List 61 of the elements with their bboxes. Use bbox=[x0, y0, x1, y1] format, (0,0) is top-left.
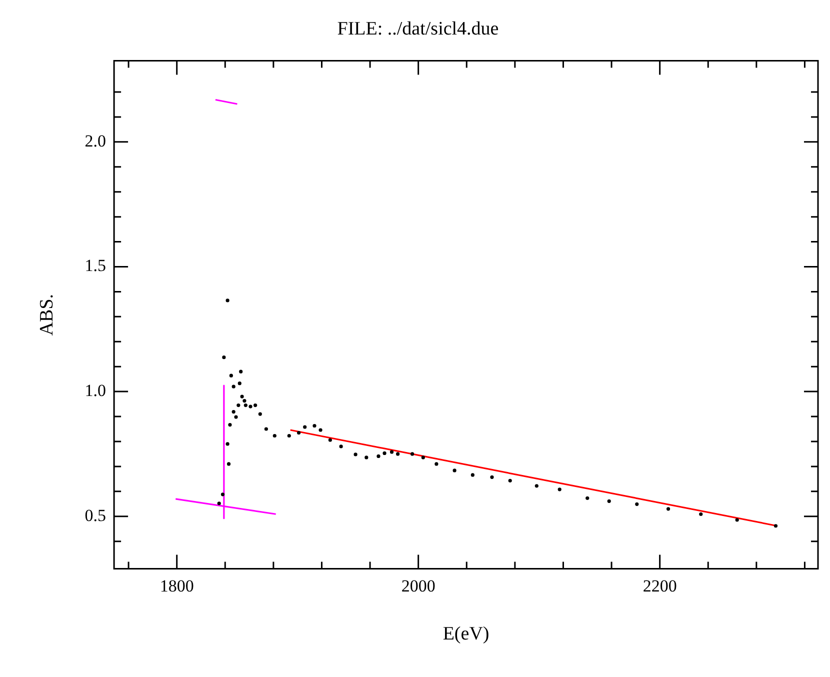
point bbox=[229, 374, 233, 378]
point bbox=[376, 454, 380, 458]
point bbox=[296, 430, 301, 435]
point bbox=[303, 425, 307, 429]
y-tick-label: 1.0 bbox=[84, 381, 106, 400]
point bbox=[248, 404, 252, 408]
point bbox=[287, 434, 291, 438]
point bbox=[382, 451, 386, 456]
point bbox=[635, 502, 639, 506]
point bbox=[217, 502, 221, 506]
point bbox=[222, 356, 226, 360]
point bbox=[410, 452, 414, 456]
point bbox=[390, 450, 394, 454]
point bbox=[452, 468, 456, 472]
x-axis-title: E(eV) bbox=[442, 624, 490, 645]
point bbox=[232, 384, 236, 388]
point bbox=[238, 382, 242, 386]
point bbox=[239, 370, 243, 374]
point bbox=[264, 427, 268, 431]
point bbox=[508, 478, 512, 482]
point bbox=[434, 462, 438, 466]
point bbox=[228, 422, 232, 427]
point bbox=[244, 403, 248, 408]
point bbox=[328, 438, 332, 442]
point bbox=[234, 415, 238, 419]
x-tick-label: 2000 bbox=[401, 576, 436, 596]
point bbox=[258, 412, 262, 416]
point bbox=[240, 394, 244, 398]
y-tick-label: 2.0 bbox=[84, 131, 106, 150]
point bbox=[226, 462, 231, 466]
point bbox=[339, 444, 343, 448]
point bbox=[470, 473, 474, 477]
chart-title: FILE: ../dat/sicl4.due bbox=[337, 18, 499, 40]
y-tick-label: 1.5 bbox=[84, 256, 106, 276]
point bbox=[254, 403, 258, 408]
y-axis-title: ABS. bbox=[36, 294, 58, 336]
y-tick-label: 0.5 bbox=[84, 506, 106, 525]
point bbox=[354, 452, 358, 456]
point bbox=[242, 399, 246, 403]
point bbox=[774, 524, 778, 528]
point bbox=[558, 488, 562, 492]
point bbox=[220, 492, 225, 496]
point bbox=[232, 410, 236, 414]
point bbox=[364, 456, 368, 460]
point bbox=[312, 424, 316, 428]
point bbox=[396, 452, 400, 456]
x-tick-label: 1800 bbox=[160, 576, 194, 596]
point bbox=[318, 428, 322, 432]
point bbox=[735, 518, 739, 522]
point bbox=[490, 475, 494, 479]
x-tick-label: 2200 bbox=[642, 576, 677, 596]
point bbox=[586, 496, 590, 500]
point bbox=[666, 507, 670, 511]
point bbox=[534, 484, 538, 488]
point bbox=[272, 434, 276, 438]
point bbox=[421, 456, 425, 460]
point bbox=[236, 403, 240, 408]
point bbox=[699, 512, 703, 516]
point bbox=[607, 499, 611, 503]
point bbox=[226, 298, 230, 302]
point bbox=[226, 442, 230, 446]
